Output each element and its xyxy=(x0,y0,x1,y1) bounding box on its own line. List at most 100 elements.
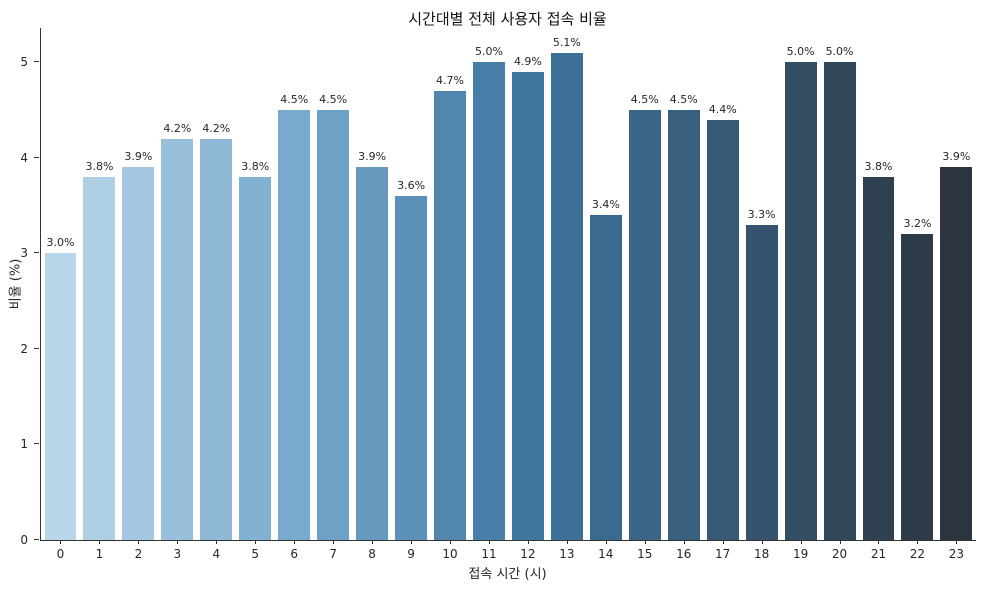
bar-hour-0 xyxy=(44,253,77,540)
bar-hour-19 xyxy=(784,62,817,540)
x-tick-mark xyxy=(333,540,335,544)
x-tick-label: 7 xyxy=(329,547,337,561)
x-tick-label: 1 xyxy=(95,547,104,561)
bar-slot: 5.0% 19 xyxy=(781,28,820,561)
bar-value-label: 4.7% xyxy=(436,74,464,88)
x-tick-mark xyxy=(644,540,646,544)
x-tick-label: 17 xyxy=(715,547,731,561)
x-tick-label: 16 xyxy=(676,547,692,561)
x-tick-mark xyxy=(878,540,880,544)
y-tick-mark xyxy=(34,156,39,158)
bar-value-label: 5.0% xyxy=(474,45,503,59)
bar-hour-13 xyxy=(550,52,583,540)
bar-slot: 3.2% 22 xyxy=(898,28,937,561)
bar-slot: 4.4% 17 xyxy=(703,28,742,561)
x-tick-label: 14 xyxy=(598,547,614,561)
bar-slot: 3.8% 5 xyxy=(236,28,275,561)
x-tick-mark xyxy=(761,540,763,544)
bar-value-label: 3.3% xyxy=(747,207,776,221)
bar-hour-8 xyxy=(356,167,389,540)
x-tick-label: 23 xyxy=(948,547,965,561)
x-tick-label: 4 xyxy=(212,547,221,561)
y-tick-label: 0 xyxy=(20,533,28,547)
x-tick-label: 21 xyxy=(870,547,887,561)
bar-hour-10 xyxy=(434,91,466,540)
x-tick-label: 3 xyxy=(173,547,182,561)
y-axis-label: 비율 (%) xyxy=(8,258,24,310)
bar-slot: 5.0% 11 xyxy=(469,28,508,561)
bar-value-label: 5.0% xyxy=(786,45,815,59)
bar-hour-14 xyxy=(589,215,622,540)
y-tick-mark xyxy=(34,347,39,349)
bar-value-label: 3.6% xyxy=(397,179,426,193)
x-tick-label: 15 xyxy=(637,547,653,561)
bar-value-label: 5.0% xyxy=(825,45,854,59)
x-tick-label: 19 xyxy=(792,547,809,561)
x-tick-mark xyxy=(488,540,490,544)
bar-hour-6 xyxy=(278,110,311,540)
bar-value-label: 4.5% xyxy=(669,93,698,107)
x-tick-mark xyxy=(800,540,802,544)
bar-hour-5 xyxy=(239,177,272,540)
y-tick-mark xyxy=(34,443,39,445)
bar-slot: 4.5% 6 xyxy=(275,28,314,561)
bar-value-label: 4.2% xyxy=(202,121,231,135)
x-tick-mark xyxy=(722,540,724,544)
x-tick-label: 5 xyxy=(251,547,260,561)
bar-slot: 3.8% 21 xyxy=(859,28,898,561)
x-tick-mark xyxy=(566,540,568,544)
bar-slot: 4.5% 7 xyxy=(314,28,353,561)
bar-slot: 5.1% 13 xyxy=(547,28,586,561)
chart-title: 시간대별 전체 사용자 접속 비율 xyxy=(408,10,607,28)
bar-value-label: 3.8% xyxy=(864,160,893,174)
x-tick-mark xyxy=(605,540,607,544)
bar-value-label: 3.0% xyxy=(46,236,75,250)
bar-hour-3 xyxy=(161,138,194,540)
bar-hour-16 xyxy=(667,110,700,540)
bar-value-label: 4.5% xyxy=(280,93,309,107)
y-tick-label: 1 xyxy=(20,437,28,452)
x-tick-mark xyxy=(255,540,257,544)
bar-value-label: 3.9% xyxy=(124,150,153,164)
bar-hour-12 xyxy=(511,71,544,540)
x-tick-label: 11 xyxy=(481,547,497,561)
bar-value-label: 3.9% xyxy=(942,150,971,164)
x-tick-label: 8 xyxy=(368,547,376,561)
bar-hour-7 xyxy=(317,110,350,540)
bar-hour-22 xyxy=(901,234,934,540)
x-tick-label: 22 xyxy=(909,547,926,561)
bar-value-label: 4.4% xyxy=(708,102,737,116)
bar-slot: 4.2% 3 xyxy=(158,28,197,561)
x-tick-label: 9 xyxy=(407,547,415,561)
bar-hour-11 xyxy=(472,62,505,540)
bar-value-label: 5.1% xyxy=(552,35,581,49)
x-tick-label: 13 xyxy=(559,547,575,561)
x-tick-mark xyxy=(216,540,218,544)
x-tick-mark xyxy=(839,540,841,544)
bar-hour-20 xyxy=(823,62,856,540)
bar-hour-4 xyxy=(200,138,233,540)
bar-value-label: 3.4% xyxy=(591,198,620,212)
bar-slot: 3.9% 8 xyxy=(353,28,392,561)
x-tick-label: 0 xyxy=(56,547,65,561)
bar-slot: 3.3% 18 xyxy=(742,28,781,561)
bar-hour-2 xyxy=(122,167,155,540)
bar-slot: 4.7% 10 xyxy=(431,28,470,561)
bar-slot: 3.4% 14 xyxy=(586,28,625,561)
x-tick-mark xyxy=(450,540,451,544)
x-tick-label: 10 xyxy=(442,547,458,561)
bar-value-label: 4.9% xyxy=(513,54,542,68)
bar-slot: 3.0% 0 xyxy=(41,28,80,561)
y-tick-mark xyxy=(34,61,39,63)
bar-hour-17 xyxy=(706,119,739,540)
bar-value-label: 3.8% xyxy=(241,160,270,174)
x-tick-mark xyxy=(138,540,140,544)
bar-slot: 3.6% 9 xyxy=(392,28,431,561)
y-tick-mark xyxy=(34,252,39,254)
x-tick-label: 18 xyxy=(753,547,770,561)
x-tick-label: 6 xyxy=(290,547,299,561)
y-tick-mark xyxy=(34,539,39,540)
bar-value-label: 4.5% xyxy=(319,93,348,107)
bar-slot: 4.5% 15 xyxy=(625,28,664,561)
